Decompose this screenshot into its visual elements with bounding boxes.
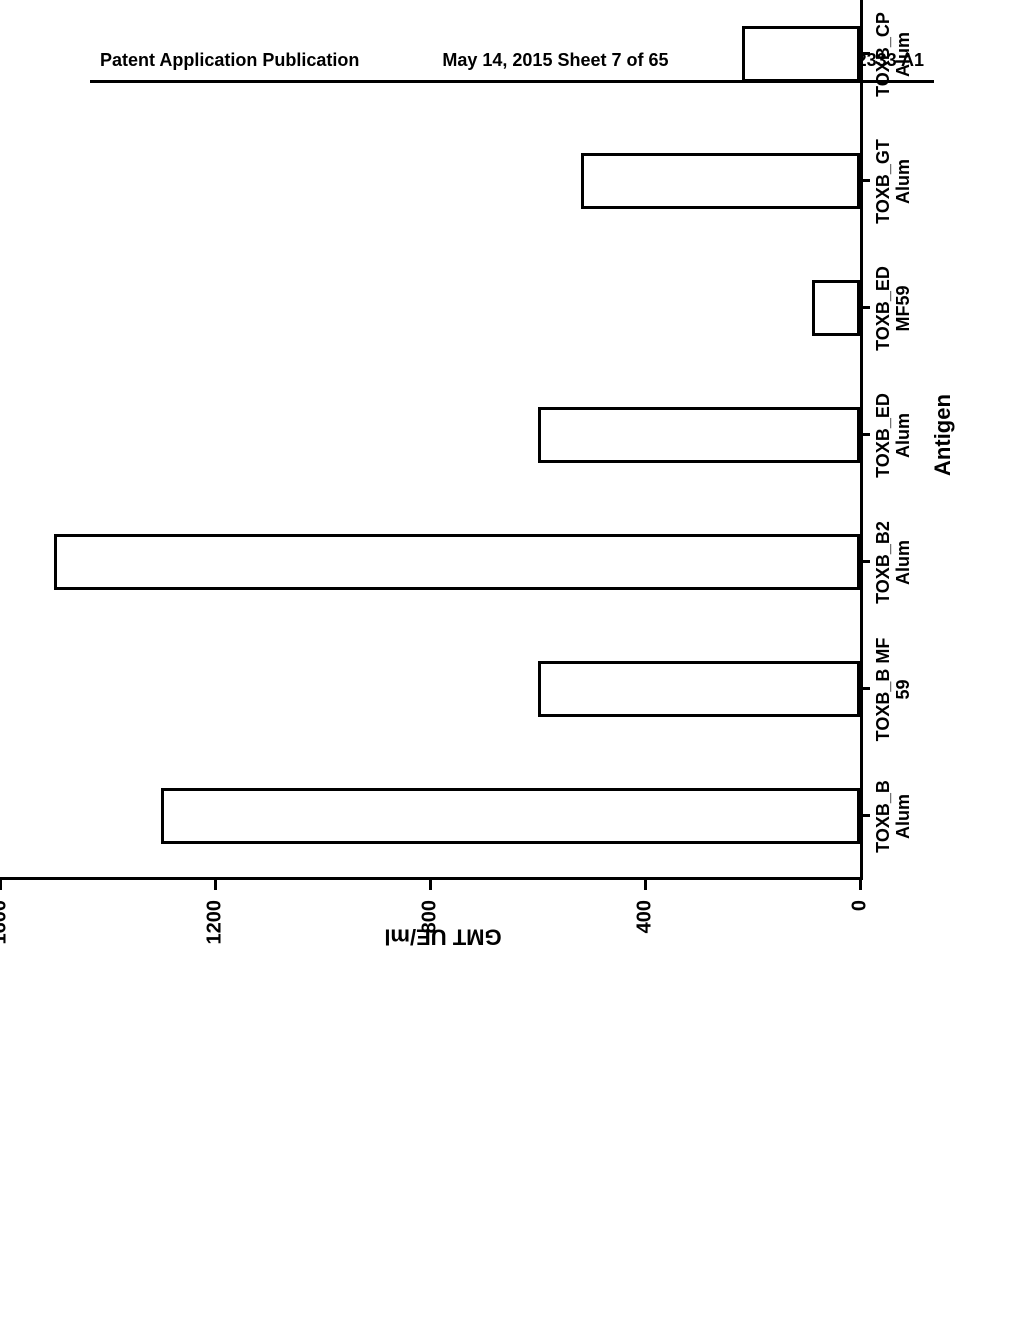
x-category-label: TOXB_CP Alum	[874, 0, 914, 118]
y-tick-label: 1600	[0, 900, 12, 955]
header-left: Patent Application Publication	[100, 50, 359, 71]
page: Patent Application Publication May 14, 2…	[0, 0, 1024, 1320]
y-tick	[0, 880, 2, 890]
bar	[54, 535, 860, 591]
y-tick	[429, 880, 432, 890]
bar	[742, 27, 860, 83]
x-category-label: TOXB_ED MF59	[874, 245, 914, 372]
y-tick	[859, 880, 862, 890]
bar	[581, 154, 861, 210]
x-axis	[860, 0, 863, 880]
bar-chart: 040080012001600GMT UE/mlTOXB_B AlumTOXB_…	[0, 310, 1000, 990]
figure-area: FIG. 9(contd) Toxin B fragments 04008001…	[0, 310, 1000, 990]
y-tick-label: 1200	[204, 900, 227, 955]
y-axis-title: GMT UE/ml	[384, 923, 501, 949]
x-tick	[860, 307, 870, 310]
x-category-label: TOXB_B Alum	[874, 753, 914, 880]
x-tick	[860, 688, 870, 691]
y-tick-label: 0	[849, 900, 872, 955]
header-center: May 14, 2015 Sheet 7 of 65	[442, 50, 668, 71]
x-category-label: TOXB_B2 Alum	[874, 499, 914, 626]
y-tick	[214, 880, 217, 890]
y-tick	[644, 880, 647, 890]
x-tick	[860, 434, 870, 437]
bar	[538, 662, 861, 718]
y-tick-label: 400	[634, 900, 657, 955]
x-category-label: TOXB_B MF 59	[874, 626, 914, 753]
x-category-label: TOXB_GT Alum	[874, 118, 914, 245]
x-category-label: TOXB_ED Alum	[874, 372, 914, 499]
x-tick	[860, 815, 870, 818]
x-tick	[860, 561, 870, 564]
bar	[812, 281, 860, 337]
x-axis-title: Antigen	[930, 0, 956, 880]
x-tick	[860, 53, 870, 56]
bar	[538, 408, 861, 464]
x-tick	[860, 180, 870, 183]
bar	[161, 789, 860, 845]
page-header: Patent Application Publication May 14, 2…	[0, 50, 1024, 71]
